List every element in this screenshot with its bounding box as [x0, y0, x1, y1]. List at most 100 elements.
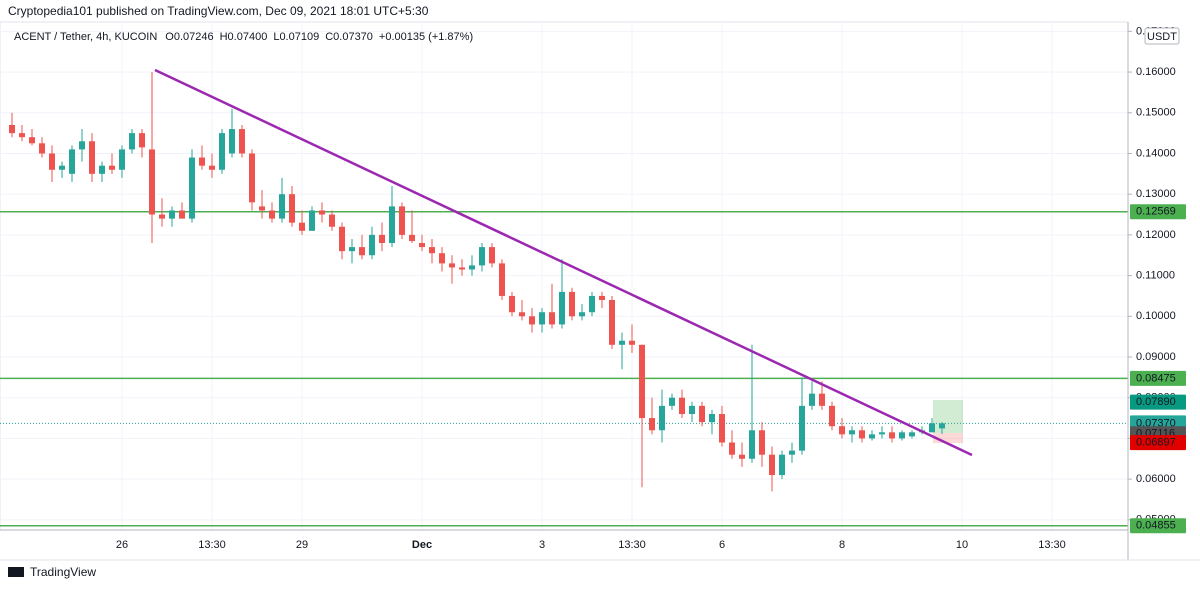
candle-body	[629, 340, 635, 345]
legend-value: 0.07370	[333, 31, 373, 43]
candle-body	[49, 153, 55, 170]
candle-body	[359, 247, 365, 256]
y-tick-label: 0.11000	[1136, 269, 1175, 281]
price-tag	[1130, 204, 1186, 220]
candle-body	[89, 141, 95, 174]
candle-body	[129, 133, 135, 150]
candle-body	[229, 129, 235, 154]
price-tag-label: 0.06897	[1136, 437, 1176, 449]
candle-body	[419, 243, 425, 248]
x-tick-label: 3	[539, 539, 545, 551]
candle-body	[449, 263, 455, 268]
candle-body	[819, 393, 825, 406]
candle-body	[679, 397, 685, 414]
candle-body	[479, 247, 485, 266]
price-tag	[1130, 394, 1186, 410]
y-tick-label: 0.16000	[1136, 66, 1176, 78]
logo	[8, 567, 24, 577]
x-tick-label: 13:30	[198, 539, 226, 551]
publish-header: Cryptopedia101 published on TradingView.…	[8, 4, 429, 18]
candle-body	[469, 265, 475, 270]
y-tick-label: 0.13000	[1136, 188, 1176, 200]
candle-body	[29, 137, 35, 144]
candle-body	[259, 206, 265, 211]
position-loss	[933, 433, 963, 443]
candle-body	[849, 430, 855, 435]
candle-body	[609, 300, 615, 345]
candle-body	[79, 141, 85, 150]
price-tags: 0.125690.084750.078900.0737003:28:440.07…	[1130, 204, 1186, 534]
price-tag-label: 0.04855	[1136, 520, 1176, 532]
candle-body	[269, 210, 275, 219]
candle-body	[329, 214, 335, 227]
candle-body	[739, 454, 745, 459]
candle-body	[439, 253, 445, 264]
x-tick-label: 13:30	[618, 539, 646, 551]
candle-body	[579, 312, 585, 317]
x-tick-label: 6	[719, 539, 725, 551]
y-tick-label: 0.12000	[1136, 229, 1176, 241]
price-tag	[1130, 370, 1186, 386]
candle-body	[929, 423, 935, 433]
currency: USDT	[1147, 31, 1177, 43]
candle-body	[509, 295, 515, 313]
trend-line	[154, 68, 973, 457]
y-tick-label: 0.14000	[1136, 147, 1176, 159]
candle-body	[909, 432, 915, 437]
candle-body	[69, 149, 75, 174]
candle-body	[149, 149, 155, 215]
price-tag	[1130, 518, 1186, 534]
candle-body	[499, 263, 505, 296]
y-tick-label: 0.15000	[1136, 107, 1176, 119]
candle-body	[699, 405, 705, 423]
y-tick-label: 0.09000	[1136, 351, 1176, 363]
x-tick-label: 26	[116, 539, 128, 551]
candle-body	[529, 316, 535, 325]
grid	[0, 22, 1128, 530]
position-profit	[933, 400, 963, 433]
candle-body	[299, 222, 305, 231]
price-tag-label: 0.08475	[1136, 372, 1176, 384]
x-tick-label: 10	[956, 539, 968, 551]
y-tick-label: 0.10000	[1136, 310, 1176, 322]
candle-body	[109, 165, 115, 170]
candle-body	[619, 340, 625, 345]
legend-key: H	[220, 31, 228, 43]
y-tick-label: 0.06000	[1136, 473, 1176, 485]
candle-body	[19, 133, 25, 138]
candle-body	[899, 432, 905, 439]
price-tag-label: 0.12569	[1136, 206, 1176, 218]
legend-value: 0.07109	[279, 31, 319, 43]
candle-body	[599, 295, 605, 301]
candle-body	[789, 450, 795, 455]
candle-body	[369, 234, 375, 256]
candle-body	[639, 344, 645, 419]
x-tick-label: Dec	[412, 539, 432, 551]
candle-body	[339, 226, 345, 252]
candle-body	[239, 129, 245, 154]
candle-body	[179, 210, 185, 219]
x-tick-label: 29	[296, 539, 308, 551]
candle-body	[409, 234, 415, 241]
candle-body	[59, 165, 65, 170]
candle-body	[9, 124, 15, 134]
candle-body	[729, 442, 735, 455]
candle-body	[159, 214, 165, 219]
candle-body	[249, 153, 255, 203]
candle-body	[489, 247, 495, 264]
candle-body	[319, 210, 325, 215]
candle-body	[429, 247, 435, 254]
x-tick-label: 8	[839, 539, 845, 551]
candle-body	[569, 291, 575, 317]
candle-body	[279, 194, 285, 219]
candle-body	[769, 454, 775, 476]
candle-body	[199, 157, 205, 166]
candle-body	[289, 194, 295, 223]
candle-body	[459, 267, 465, 270]
candle-body	[519, 312, 525, 317]
candle-body	[759, 430, 765, 455]
symbol: ACENT / Tether, 4h, KUCOIN	[14, 31, 157, 43]
candle-body	[39, 143, 45, 154]
candle-body	[689, 405, 695, 414]
legend-value: 0.07400	[228, 31, 268, 43]
